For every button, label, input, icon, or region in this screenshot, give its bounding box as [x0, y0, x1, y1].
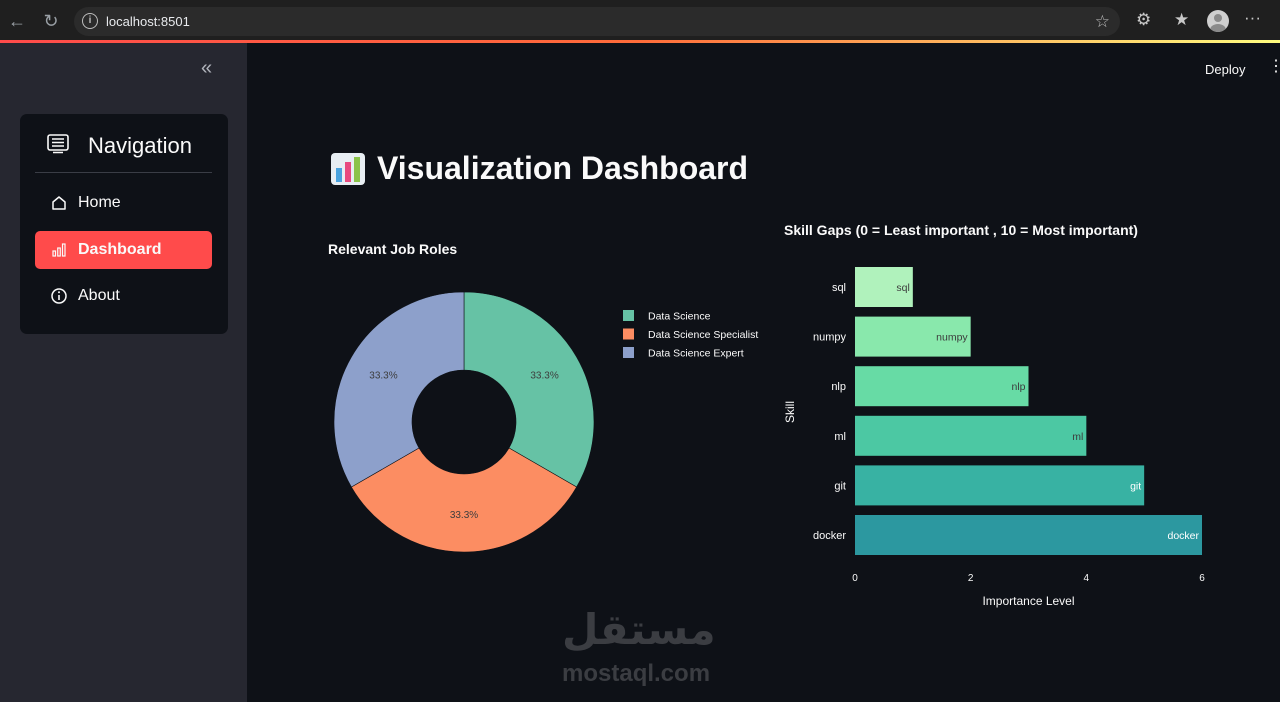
legend-item: Data Science Expert: [648, 348, 744, 360]
sidebar-item-label: Home: [78, 194, 121, 211]
menu-list-icon: [47, 134, 69, 154]
info-icon: [51, 288, 67, 304]
sidebar-item-about[interactable]: About: [35, 277, 212, 315]
address-bar[interactable]: i localhost:8501 ☆: [74, 7, 1120, 36]
y-axis-label: Skill: [783, 401, 797, 423]
page-title: Visualization Dashboard: [377, 150, 749, 186]
navigation-menu: Navigation Home Dashboard About: [20, 114, 228, 334]
skill-gaps-bar-chart: sql sql numpy numpy nlp nlp ml ml git git docker do…: [783, 267, 1205, 608]
more-icon[interactable]: ···: [1244, 8, 1261, 27]
x-tick-label: 2: [968, 573, 974, 584]
y-tick-label: ml: [834, 431, 846, 443]
pie-slice: [351, 447, 577, 553]
bar-data-label: git: [1130, 480, 1141, 492]
watermark-logo: مستقل: [562, 605, 716, 654]
y-tick-label: git: [834, 480, 846, 492]
x-axis-label: Importance Level: [982, 594, 1074, 608]
url-text[interactable]: localhost:8501: [106, 14, 190, 29]
bar: [855, 267, 913, 307]
x-tick-label: 6: [1199, 573, 1205, 584]
browser-toolbar: ← ↻ i localhost:8501 ☆ ⚙ ★ ···: [0, 0, 1280, 41]
y-tick-label: numpy: [813, 332, 847, 344]
bar-data-label: numpy: [936, 332, 968, 344]
y-tick-label: sql: [832, 282, 846, 294]
sidebar-item-label: Dashboard: [78, 241, 162, 258]
legend-swatch: [623, 310, 634, 321]
bar: [855, 515, 1202, 555]
running-indicator-bar: [0, 40, 1280, 43]
bar-data-label: sql: [896, 282, 909, 294]
bar: [855, 465, 1145, 506]
pie-slice-label: 33.3%: [530, 371, 558, 382]
legend-item: Data Science Specialist: [648, 329, 758, 341]
x-tick-label: 0: [852, 573, 858, 584]
pie-slice-label: 33.3%: [369, 371, 397, 382]
reload-icon[interactable]: ↻: [43, 11, 59, 31]
navigation-title: Navigation: [88, 133, 192, 158]
bar: [855, 366, 1029, 407]
bar-chart-icon: [52, 243, 66, 257]
pie-slice: [463, 291, 595, 488]
bar-data-label: ml: [1072, 431, 1083, 443]
pie-chart-title: Relevant Job Roles: [328, 241, 458, 257]
pie-slice-label: 33.3%: [450, 510, 478, 521]
star-icon[interactable]: ☆: [1094, 12, 1110, 31]
profile-avatar[interactable]: [1207, 10, 1229, 32]
bar-data-label: docker: [1167, 530, 1199, 542]
kebab-menu-icon[interactable]: ⋮: [1268, 58, 1280, 75]
home-icon: [52, 196, 66, 210]
extensions-icon[interactable]: ⚙: [1136, 10, 1152, 29]
legend-swatch: [623, 347, 634, 358]
legend-item: Data Science: [648, 311, 711, 323]
x-tick-label: 4: [1084, 573, 1090, 584]
job-roles-donut-chart: 33.3% 33.3% 33.3% Data Science Data Science …: [333, 291, 758, 553]
bar-data-label: nlp: [1011, 381, 1025, 393]
y-tick-label: nlp: [831, 381, 846, 393]
bar-chart-title: Skill Gaps (0 = Least important , 10 = M…: [784, 222, 1138, 238]
divider: [35, 172, 212, 173]
double-chevron-left-icon[interactable]: «: [201, 57, 213, 79]
sidebar-item-dashboard[interactable]: Dashboard: [35, 231, 212, 269]
bar-chart-emoji-icon: [331, 153, 365, 185]
legend-swatch: [623, 328, 634, 340]
sidebar-item-home[interactable]: Home: [35, 184, 212, 222]
sidebar-item-label: About: [78, 287, 120, 304]
back-icon[interactable]: ←: [8, 11, 26, 31]
pie-slice: [333, 291, 465, 488]
deploy-button[interactable]: Deploy: [1205, 62, 1246, 77]
info-icon[interactable]: i: [82, 13, 98, 29]
favorites-icon[interactable]: ★: [1174, 10, 1190, 29]
y-tick-label: docker: [813, 530, 846, 542]
navigation-header: Navigation: [20, 114, 228, 172]
sidebar: « Navigation Home Dashbo: [0, 43, 247, 702]
watermark-url: mostaql.com: [562, 660, 711, 687]
bar: [855, 316, 971, 357]
bar: [855, 415, 1087, 456]
